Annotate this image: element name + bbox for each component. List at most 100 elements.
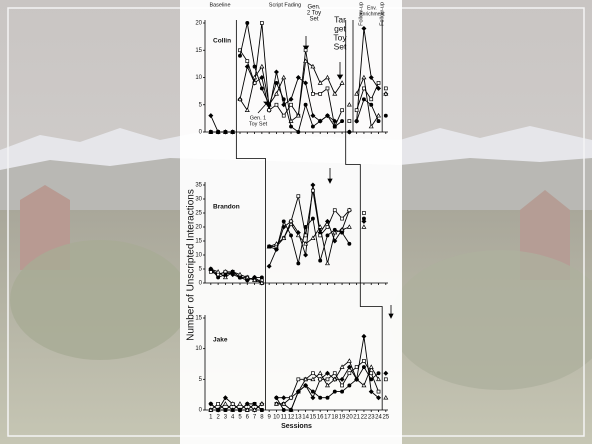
data-point	[362, 212, 365, 215]
data-point	[217, 130, 220, 133]
data-point	[319, 378, 322, 381]
data-point	[311, 390, 314, 393]
data-point	[355, 378, 358, 381]
data-point	[297, 195, 300, 198]
y-tick-label: 20	[195, 21, 202, 27]
data-point	[260, 87, 263, 90]
data-point	[348, 130, 351, 133]
data-point	[289, 408, 292, 411]
data-point	[289, 125, 292, 128]
data-point	[311, 92, 314, 95]
data-point	[362, 217, 365, 220]
y-tick-label: 10	[195, 253, 202, 259]
phase-label: Script Fading	[269, 2, 301, 8]
data-point	[238, 276, 241, 279]
y-tick-label: 20	[195, 225, 202, 231]
data-point	[224, 130, 227, 133]
data-point	[326, 87, 329, 90]
data-point	[362, 365, 365, 368]
x-tick-label: 22	[361, 415, 368, 421]
data-point	[209, 267, 212, 270]
data-point	[326, 378, 329, 381]
y-tick-label: 10	[195, 346, 202, 352]
data-point	[304, 103, 307, 106]
data-point	[253, 65, 256, 68]
y-tick-label: 15	[195, 239, 202, 245]
x-tick-label: 19	[339, 415, 346, 421]
data-point	[297, 262, 300, 265]
data-point	[384, 114, 387, 117]
data-point	[231, 270, 234, 273]
data-point	[348, 120, 351, 123]
data-point	[217, 402, 220, 405]
panel-title: Collin	[213, 38, 231, 45]
data-point	[297, 130, 300, 133]
data-point	[348, 242, 351, 245]
data-point	[275, 396, 278, 399]
x-tick-label: 25	[382, 415, 389, 421]
data-point	[231, 130, 234, 133]
annotation: Set	[309, 17, 318, 23]
x-axis-label: Sessions	[281, 423, 312, 430]
data-point	[326, 114, 329, 117]
y-tick-label: 10	[195, 75, 202, 81]
data-point	[362, 98, 365, 101]
data-point	[275, 81, 278, 84]
x-tick-label: 16	[317, 415, 324, 421]
x-tick-label: 13	[295, 415, 302, 421]
data-point	[275, 248, 278, 251]
data-point	[377, 390, 380, 393]
data-point	[326, 226, 329, 229]
x-tick-label: 18	[331, 415, 338, 421]
data-point	[282, 408, 285, 411]
data-point	[224, 408, 227, 411]
y-tick-label: 30	[195, 197, 202, 203]
data-point	[340, 390, 343, 393]
x-tick-label: 17	[324, 415, 331, 421]
data-point	[246, 279, 249, 282]
data-point	[311, 372, 314, 375]
data-point	[260, 408, 263, 411]
data-point	[326, 396, 329, 399]
data-point	[370, 378, 373, 381]
data-point	[231, 408, 234, 411]
data-point	[297, 390, 300, 393]
data-point	[348, 384, 351, 387]
data-point	[355, 109, 358, 112]
data-point	[370, 98, 373, 101]
data-point	[377, 372, 380, 375]
data-point	[370, 103, 373, 106]
data-point	[253, 276, 256, 279]
x-tick-label: 14	[302, 415, 309, 421]
data-point	[319, 120, 322, 123]
x-tick-label: 23	[368, 415, 375, 421]
y-tick-label: 15	[195, 48, 202, 54]
data-point	[355, 366, 358, 369]
data-point	[268, 103, 271, 106]
data-point	[340, 120, 343, 123]
data-point	[333, 228, 336, 231]
data-point	[326, 234, 329, 237]
x-tick-label: 15	[310, 415, 317, 421]
data-point	[268, 245, 271, 248]
annotation: Set	[334, 41, 347, 51]
data-point	[333, 209, 336, 212]
data-point	[311, 189, 314, 192]
data-point	[282, 98, 285, 101]
data-point	[304, 225, 307, 228]
data-point	[260, 276, 263, 279]
x-tick-label: 20	[346, 415, 353, 421]
data-point	[297, 378, 300, 381]
data-point	[253, 402, 256, 405]
data-point	[289, 234, 292, 237]
phase-label: Follow-up	[379, 2, 385, 26]
data-point	[275, 103, 278, 106]
data-point	[333, 390, 336, 393]
data-point	[246, 402, 249, 405]
data-point	[377, 81, 380, 84]
y-tick-label: 25	[195, 211, 202, 217]
panel-title: Jake	[213, 337, 228, 344]
x-tick-label: 10	[273, 415, 280, 421]
data-point	[290, 396, 293, 399]
data-point	[319, 396, 322, 399]
